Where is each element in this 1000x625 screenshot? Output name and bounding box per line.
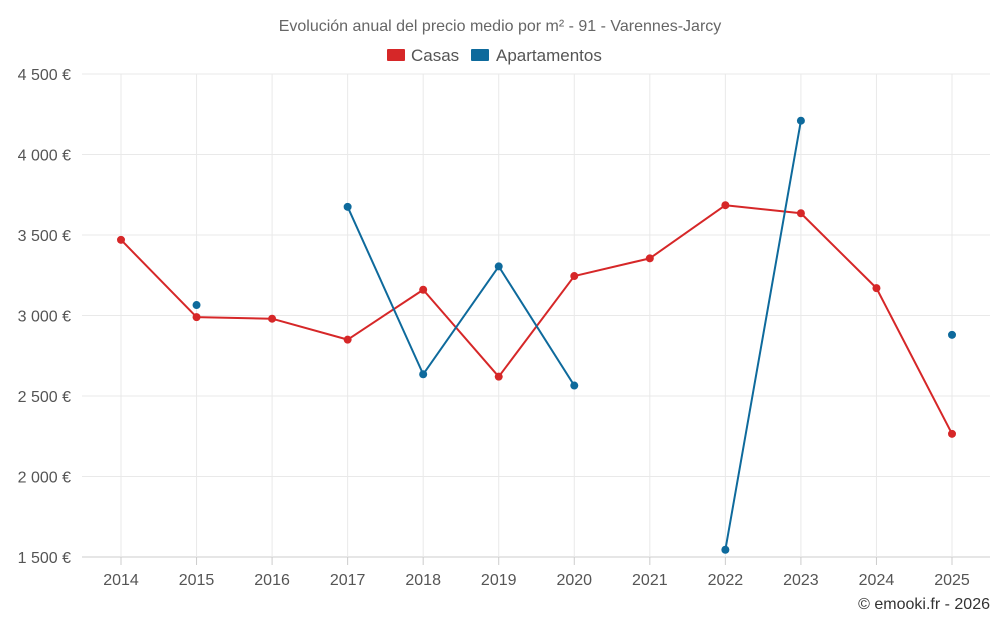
- data-point-apartamentos-2025[interactable]: [948, 330, 956, 339]
- legend-swatch-casas: [387, 49, 405, 61]
- x-tick-label: 2022: [708, 572, 744, 589]
- y-tick-label: 3 000 €: [18, 309, 71, 326]
- data-point-casas-2016[interactable]: [268, 314, 277, 323]
- data-point-casas-2015[interactable]: [192, 313, 201, 322]
- x-tick-label: 2015: [179, 572, 215, 589]
- y-tick-label: 2 500 €: [18, 389, 71, 406]
- credit-text: © emooki.fr - 2026: [858, 596, 990, 613]
- y-tick-label: 4 500 €: [18, 67, 71, 84]
- x-tick-label: 2014: [103, 572, 139, 589]
- x-tick-label: 2024: [859, 572, 895, 589]
- series-line-apartamentos: [346, 205, 576, 387]
- data-point-casas-2019[interactable]: [494, 372, 503, 381]
- data-point-apartamentos-2020[interactable]: [570, 381, 579, 390]
- data-point-apartamentos-2023[interactable]: [796, 116, 805, 125]
- x-tick-label: 2023: [783, 572, 819, 589]
- data-point-casas-2022[interactable]: [721, 201, 730, 210]
- data-point-casas-2017[interactable]: [343, 335, 352, 344]
- series-line-casas: [120, 204, 953, 435]
- data-point-casas-2014[interactable]: [117, 235, 125, 244]
- legend: Casas Apartamentos: [387, 46, 602, 65]
- x-tick-label: 2025: [934, 572, 970, 589]
- y-tick-label: 2 000 €: [18, 470, 71, 487]
- grid: [82, 73, 990, 558]
- data-point-casas-2025[interactable]: [948, 429, 956, 438]
- data-point-apartamentos-2019[interactable]: [494, 262, 503, 271]
- y-tick-label: 3 500 €: [18, 228, 71, 245]
- data-point-casas-2023[interactable]: [796, 209, 805, 218]
- data-point-apartamentos-2017[interactable]: [343, 202, 352, 211]
- data-point-casas-2020[interactable]: [570, 272, 579, 281]
- data-point-casas-2018[interactable]: [419, 285, 428, 294]
- data-point-apartamentos-2022[interactable]: [721, 545, 730, 554]
- y-axis: 1 500 € 2 000 € 2 500 € 3 000 € 3 500 € 4 000…: [18, 67, 71, 567]
- series-apartamentos: [192, 116, 956, 554]
- series: [117, 116, 956, 554]
- data-point-apartamentos-2015[interactable]: [192, 301, 201, 310]
- y-tick-label: 4 000 €: [18, 148, 71, 165]
- legend-label-casas[interactable]: Casas: [411, 46, 459, 65]
- x-tick-label: 2021: [632, 572, 668, 589]
- x-tick-label: 2019: [481, 572, 517, 589]
- x-axis: 2014 2015 2016 2017 2018 2019 2020 2021 2022 2023…: [103, 557, 970, 589]
- legend-label-apartamentos[interactable]: Apartamentos: [496, 46, 602, 65]
- data-point-apartamentos-2018[interactable]: [419, 370, 428, 379]
- x-tick-label: 2018: [405, 572, 441, 589]
- x-tick-label: 2016: [254, 572, 290, 589]
- legend-swatch-apartamentos: [471, 49, 489, 61]
- x-tick-label: 2020: [556, 572, 592, 589]
- series-line-apartamentos: [724, 119, 802, 551]
- chart-title: Evolución anual del precio medio por m² …: [279, 18, 722, 35]
- series-casas: [117, 201, 956, 438]
- data-point-casas-2021[interactable]: [645, 254, 654, 263]
- y-tick-label: 1 500 €: [18, 550, 71, 567]
- data-point-casas-2024[interactable]: [872, 284, 881, 293]
- x-tick-label: 2017: [330, 572, 366, 589]
